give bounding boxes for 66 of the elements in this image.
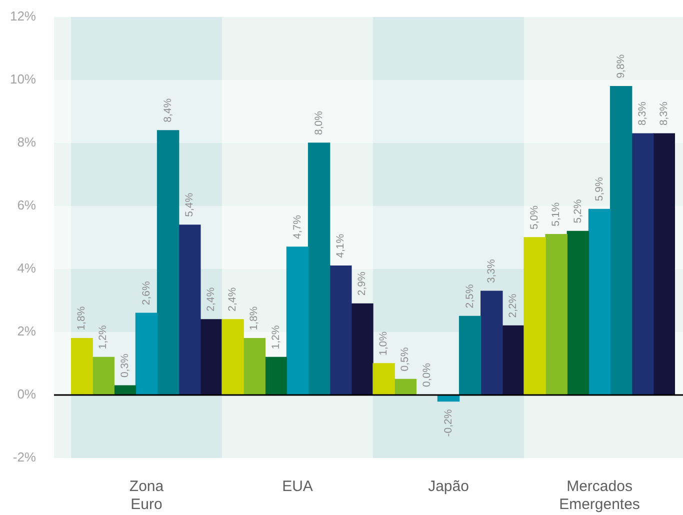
bar <box>610 86 632 396</box>
bar <box>394 378 416 396</box>
data-label: 5,1% <box>550 202 562 226</box>
bar <box>135 312 158 396</box>
data-label: 1,8% <box>76 306 88 330</box>
y-tick-label: 2% <box>17 324 36 339</box>
data-label: 5,4% <box>184 192 196 217</box>
data-label: 5,0% <box>528 206 541 230</box>
bar <box>458 316 482 396</box>
data-label: -0,2% <box>442 409 454 437</box>
bar <box>588 208 611 396</box>
bar <box>502 325 524 396</box>
bar <box>372 363 395 396</box>
data-label: 4,7% <box>291 215 304 239</box>
y-tick-label: -2% <box>12 450 36 465</box>
data-label: 1,2% <box>270 325 282 350</box>
bar <box>308 142 330 396</box>
data-label: 2,4% <box>226 287 239 312</box>
data-label: 8,3% <box>658 102 670 126</box>
data-label: 4,1% <box>334 234 347 258</box>
x-tick-label: Mercados Emergentes <box>559 478 640 514</box>
data-label: 5,9% <box>593 177 606 202</box>
bar <box>632 133 654 396</box>
data-label: 5,2% <box>572 199 584 224</box>
data-label: 8,0% <box>312 111 325 135</box>
bar <box>71 338 93 396</box>
bar <box>178 224 201 396</box>
data-label: 9,8% <box>614 54 627 78</box>
y-tick-label: 6% <box>17 198 36 213</box>
bar <box>653 133 675 396</box>
data-label: 0,0% <box>420 363 433 387</box>
data-label: 2,9% <box>356 272 368 296</box>
data-label: 1,0% <box>378 332 390 356</box>
y-tick-label: 0% <box>17 386 36 402</box>
bar <box>92 356 114 396</box>
bar <box>480 290 503 396</box>
bar <box>243 338 266 396</box>
data-label: 2,5% <box>464 284 476 308</box>
data-label: 1,2% <box>97 325 110 350</box>
data-label: 0,3% <box>118 354 131 378</box>
bar <box>156 130 180 396</box>
data-label: 0,5% <box>399 347 412 372</box>
x-tick-label: Zona Euro <box>129 478 164 514</box>
y-tick-label: 4% <box>17 260 36 276</box>
data-label: 2,4% <box>205 287 218 312</box>
bar <box>114 385 136 396</box>
bar <box>524 237 546 396</box>
data-label: 2,2% <box>507 294 520 318</box>
y-tick-label: 12% <box>10 8 36 24</box>
data-label: 2,6% <box>140 281 152 306</box>
data-label: 8,4% <box>162 98 174 122</box>
bar <box>330 266 352 396</box>
x-tick-label: Japão <box>428 478 469 496</box>
data-label: 3,3% <box>486 259 498 284</box>
bar <box>200 319 222 396</box>
bar <box>351 303 374 396</box>
bar <box>222 319 244 396</box>
bar <box>566 230 590 396</box>
data-label: 8,3% <box>636 102 649 126</box>
bar <box>286 246 309 396</box>
bar <box>545 234 568 396</box>
x-tick-label: EUA <box>282 478 313 496</box>
data-label: 1,8% <box>248 306 260 330</box>
y-tick-label: 10% <box>10 72 36 87</box>
bar <box>264 356 288 396</box>
y-tick-label: 8% <box>17 134 36 150</box>
